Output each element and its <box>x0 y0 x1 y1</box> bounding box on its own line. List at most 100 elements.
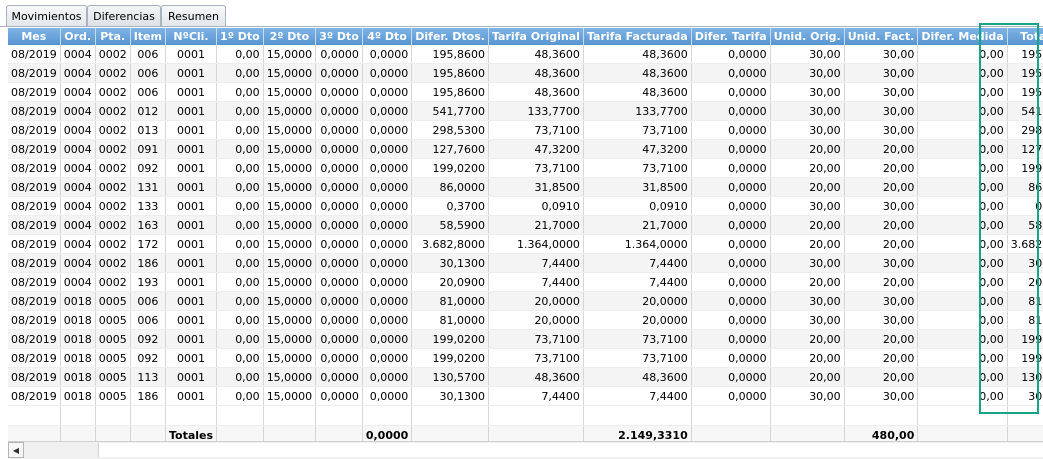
table-cell: 0,0000 <box>362 120 413 140</box>
column-header[interactable]: 4º Dto <box>362 28 413 45</box>
table-cell: 30,00 <box>770 386 845 406</box>
table-cell: 199,0200 <box>411 348 489 368</box>
table-row[interactable]: 08/2019 0004 0002 006 0001 0,00 15,0000 0,0000 0… <box>8 45 1043 64</box>
table-cell: 73,7100 <box>583 120 692 140</box>
table-cell: 0,0000 <box>691 120 771 140</box>
table-cell: 58,59 <box>1007 215 1043 235</box>
table-cell: 006 <box>130 63 166 83</box>
table-row[interactable]: 08/2019 0004 0002 131 0001 0,00 15,0000 0,0000 0… <box>8 177 1043 197</box>
table-row[interactable]: 08/2019 0004 0002 006 0001 0,00 15,0000 0,0000 0… <box>8 63 1043 83</box>
table-cell: 30,00 <box>844 120 919 140</box>
column-header[interactable]: 1º Dto <box>216 28 264 45</box>
table-cell: 0,00 <box>917 82 1008 102</box>
table-cell: 48,3600 <box>488 82 584 102</box>
column-header[interactable]: 3º Dto <box>315 28 363 45</box>
tab-resumen[interactable]: Resumen <box>161 5 226 26</box>
column-header[interactable]: Tarifa Original <box>488 28 584 45</box>
table-cell: 3.682,8000 <box>411 234 489 254</box>
table-cell: 0,00 <box>216 310 264 330</box>
table-cell: 0,0000 <box>691 215 771 235</box>
table-cell: 15,0000 <box>263 253 317 273</box>
column-header[interactable]: Mes <box>8 28 61 45</box>
table-cell: 0018 <box>60 348 96 368</box>
totals-cell <box>216 425 264 446</box>
table-cell: 0,00 <box>917 215 1008 235</box>
column-header[interactable]: Unid. Orig. <box>770 28 845 45</box>
table-row[interactable]: 08/2019 0018 0005 092 0001 0,00 15,0000 0,0000 0… <box>8 329 1043 349</box>
column-header[interactable]: Ord. <box>60 28 96 45</box>
scroll-left-icon[interactable]: ◀ <box>8 442 24 458</box>
column-header[interactable]: Unid. Fact. <box>844 28 919 45</box>
tab-diferencias[interactable]: Diferencias <box>87 5 161 26</box>
differences-table: Mes Ord. Pta. Item NºCli. 1º Dto 2º Dto 3º Dto 4… <box>8 28 1043 446</box>
tab-label: Diferencias <box>93 9 155 23</box>
column-header[interactable]: Item <box>130 28 166 45</box>
tab-movimientos[interactable]: Movimientos <box>6 5 87 26</box>
table-cell: 195,86 <box>1007 63 1043 83</box>
table-cell: 0,0000 <box>691 158 771 178</box>
column-header[interactable]: 2º Dto <box>263 28 317 45</box>
horizontal-scrollbar[interactable]: ◀ <box>8 441 1043 459</box>
table-cell: 195,8600 <box>411 45 489 64</box>
table-cell: 0,00 <box>216 367 264 387</box>
table-cell: 30,00 <box>844 310 919 330</box>
column-header[interactable]: Pta. <box>95 28 131 45</box>
table-cell: 195,86 <box>1007 82 1043 102</box>
table-cell: 30,00 <box>844 82 919 102</box>
table-cell: 86,0000 <box>411 177 489 197</box>
table-cell: 20,0000 <box>488 291 584 311</box>
table-cell: 0,0000 <box>362 139 413 159</box>
table-cell: 0001 <box>165 386 218 406</box>
column-header[interactable]: Tarifa Facturada <box>583 28 692 45</box>
table-row[interactable]: 08/2019 0004 0002 013 0001 0,00 15,0000 0,0000 0… <box>8 120 1043 140</box>
table-row[interactable]: 08/2019 0018 0005 006 0001 0,00 15,0000 0,0000 0… <box>8 310 1043 330</box>
table-cell: 58,5900 <box>411 215 489 235</box>
table-cell: 0,0000 <box>691 82 771 102</box>
table-row[interactable]: 08/2019 0004 0002 006 0001 0,00 15,0000 0,0000 0… <box>8 82 1043 102</box>
table-cell: 20,0000 <box>583 310 692 330</box>
table-row[interactable]: 08/2019 0004 0002 091 0001 0,00 15,0000 0,0000 0… <box>8 139 1043 159</box>
table-cell: 08/2019 <box>8 101 61 121</box>
table-row[interactable]: 08/2019 0018 0005 186 0001 0,00 15,0000 0,0000 0… <box>8 386 1043 406</box>
table-cell: 193 <box>130 272 166 292</box>
table-cell: 15,0000 <box>263 45 317 64</box>
table-cell: 091 <box>130 139 166 159</box>
table-row[interactable]: 08/2019 0018 0005 113 0001 0,00 15,0000 0,0000 0… <box>8 367 1043 387</box>
table-cell: 0005 <box>95 291 131 311</box>
column-header[interactable]: Difer. Medida <box>917 28 1008 45</box>
column-header[interactable]: Difer. Dtos. <box>411 28 489 45</box>
table-cell: 15,0000 <box>263 234 317 254</box>
table-row[interactable]: 08/2019 0004 0002 172 0001 0,00 15,0000 0,0000 0… <box>8 234 1043 254</box>
table-cell: 0,0000 <box>362 158 413 178</box>
table-cell: 30,00 <box>770 63 845 83</box>
table-cell: 0001 <box>165 82 218 102</box>
table-cell: 47,3200 <box>583 139 692 159</box>
table-cell: 0,0000 <box>691 291 771 311</box>
table-cell: 127,7600 <box>411 139 489 159</box>
table-cell: 7,4400 <box>488 253 584 273</box>
table-row[interactable]: 08/2019 0004 0002 163 0001 0,00 15,0000 0,0000 0… <box>8 215 1043 235</box>
table-cell: 08/2019 <box>8 120 61 140</box>
table-cell: 20,00 <box>844 367 919 387</box>
table-cell: 0,0000 <box>362 348 413 368</box>
table-row[interactable]: 08/2019 0004 0002 092 0001 0,00 15,0000 0,0000 0… <box>8 158 1043 178</box>
table-cell: 0,0000 <box>315 158 363 178</box>
table-cell: 0,0000 <box>315 177 363 197</box>
table-row[interactable]: 08/2019 0018 0005 006 0001 0,00 15,0000 0,0000 0… <box>8 291 1043 311</box>
table-row[interactable]: 08/2019 0004 0002 193 0001 0,00 15,0000 0,0000 0… <box>8 272 1043 292</box>
table-row[interactable]: 08/2019 0004 0002 133 0001 0,00 15,0000 0,0000 0… <box>8 196 1043 216</box>
table-cell: 0,0000 <box>362 253 413 273</box>
table-row[interactable]: 08/2019 0004 0002 186 0001 0,00 15,0000 0,0000 0… <box>8 253 1043 273</box>
column-header[interactable]: Difer. Tarifa <box>691 28 771 45</box>
column-header[interactable]: Total <box>1007 28 1043 45</box>
table-row[interactable]: 08/2019 0004 0002 012 0001 0,00 15,0000 0,0000 0… <box>8 101 1043 121</box>
totals-cell <box>315 425 363 446</box>
table-cell: 20,00 <box>770 158 845 178</box>
table-row[interactable]: 08/2019 0018 0005 092 0001 0,00 15,0000 0,0000 0… <box>8 348 1043 368</box>
table-cell: 20,09 <box>1007 272 1043 292</box>
table-cell: 20,00 <box>770 367 845 387</box>
table-cell: 0001 <box>165 291 218 311</box>
column-header[interactable]: NºCli. <box>165 28 218 45</box>
scrollbar-thumb[interactable] <box>98 443 1043 457</box>
table-cell: 0002 <box>95 139 131 159</box>
